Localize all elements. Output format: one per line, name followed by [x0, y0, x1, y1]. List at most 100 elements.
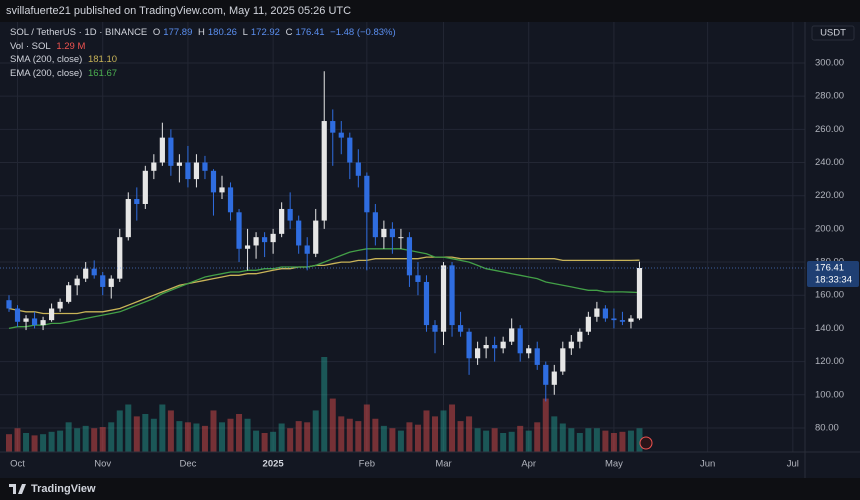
candle-body — [560, 348, 566, 372]
x-tick-label: 2025 — [263, 459, 285, 470]
y-tick-label: 280.00 — [815, 91, 844, 102]
volume-bar — [474, 428, 481, 452]
volume-bar — [585, 428, 592, 452]
volume-bar — [270, 431, 277, 452]
volume-bar — [295, 421, 302, 452]
x-tick-label: Oct — [10, 459, 25, 470]
volume-bar — [491, 428, 498, 452]
volume-bar — [227, 418, 234, 452]
candle-body — [176, 162, 182, 166]
candle-body — [330, 121, 336, 133]
volume-bar — [449, 404, 456, 452]
candle-body — [321, 121, 327, 221]
volume-bar — [74, 428, 81, 452]
candle-body — [270, 233, 276, 243]
volume-bar — [542, 398, 549, 452]
y-tick-label: 100.00 — [815, 389, 844, 400]
volume-bar — [517, 425, 524, 452]
volume-bar — [355, 421, 362, 452]
candle-body — [457, 325, 464, 332]
candle-body — [492, 344, 498, 349]
candle-body — [372, 212, 378, 238]
candle-body — [236, 212, 242, 249]
volume-bar — [432, 416, 438, 452]
y-tick-label: 260.00 — [815, 124, 844, 135]
volume-bar — [610, 433, 617, 452]
volume-bar — [133, 416, 140, 452]
candle-body — [219, 187, 225, 193]
brand: TradingView — [31, 483, 96, 495]
candle-body — [40, 320, 46, 326]
candle-body — [125, 199, 131, 238]
candle-body — [526, 348, 532, 354]
volume-bar — [525, 430, 532, 452]
volume-bar — [167, 410, 174, 452]
volume-bar — [389, 428, 396, 452]
legend-row: EMA (200, close) 161.67 — [10, 67, 399, 81]
sma-name[interactable]: SMA (200, close) — [10, 54, 83, 65]
volume-bar — [48, 431, 55, 452]
candle-body — [253, 237, 259, 246]
candle-body — [568, 341, 574, 349]
candle-body — [142, 170, 148, 204]
candle-body — [415, 275, 421, 282]
candle-body — [355, 162, 361, 176]
candle-body — [304, 245, 310, 254]
candle-body — [509, 328, 515, 342]
ohlc-key: O — [152, 27, 161, 38]
y-tick-label: 80.00 — [815, 422, 839, 433]
volume-bar — [91, 428, 98, 452]
ohlc-value: 172.92 — [250, 27, 280, 38]
candle-body — [210, 170, 217, 193]
volume-bar — [176, 421, 183, 452]
candle-body — [577, 331, 583, 342]
volume-bar — [568, 428, 575, 452]
volume-bar — [457, 421, 464, 452]
symbol[interactable]: SOL / TetherUS · 1D · BINANCE — [10, 27, 148, 38]
y-tick-label: 140.00 — [815, 323, 844, 334]
volume-bar — [201, 425, 208, 452]
candle-body — [389, 228, 395, 238]
volume-bar — [559, 423, 566, 452]
indicator-line — [8, 256, 640, 315]
candle-body — [134, 199, 140, 204]
candle-body — [23, 318, 29, 322]
y-tick-label: 300.00 — [815, 57, 844, 68]
candle-body — [364, 175, 370, 213]
candle-body — [381, 228, 387, 238]
candle-body — [117, 237, 123, 279]
legend-row: SMA (200, close) 181.10 — [10, 53, 399, 67]
candle-body — [594, 308, 600, 317]
currency-box[interactable] — [811, 25, 855, 41]
ohlc-key: C — [285, 27, 293, 38]
candle-body — [483, 344, 489, 349]
x-tick-label: Apr — [521, 459, 536, 470]
volume-bar — [210, 410, 217, 452]
volume-bar — [57, 430, 64, 452]
volume-bar — [414, 424, 421, 452]
volume-bar — [627, 430, 634, 452]
candle-body — [543, 364, 549, 385]
volume-value: 1.29 M — [56, 40, 86, 52]
alert-icon[interactable] — [639, 436, 653, 450]
candle-body — [440, 265, 447, 332]
volume-bar — [6, 434, 12, 452]
y-tick-label: 120.00 — [815, 356, 844, 367]
volume-bar — [278, 423, 285, 452]
volume-name[interactable]: Vol · SOL — [10, 40, 51, 52]
ohlc-value: 176.41 — [295, 27, 325, 38]
candle-body — [227, 187, 234, 213]
volume-bar — [287, 428, 294, 452]
footer: TradingView — [0, 478, 860, 500]
volume-bar — [483, 430, 490, 452]
candle-body — [202, 162, 208, 171]
x-tick-label: Feb — [359, 459, 375, 470]
volume-bar — [116, 410, 123, 452]
ema-name[interactable]: EMA (200, close) — [10, 67, 83, 79]
candle-body — [398, 237, 404, 239]
volume-bar — [602, 430, 609, 452]
candle-body — [168, 137, 174, 166]
y-tick-label: 240.00 — [815, 157, 844, 168]
volume-bar — [125, 404, 132, 452]
